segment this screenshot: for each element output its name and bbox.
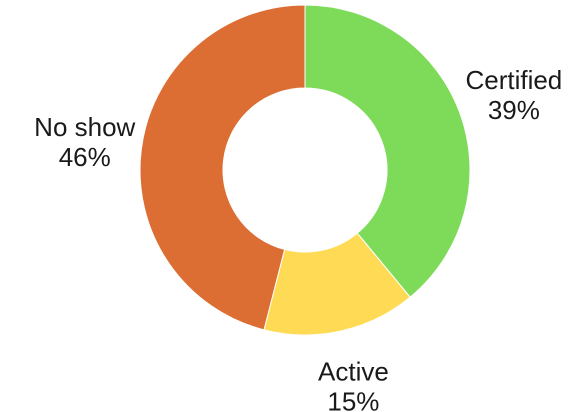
slice-percent-no-show: 46%	[59, 142, 111, 172]
donut-slices	[139, 4, 471, 336]
slice-label-certified: Certified 39%	[465, 65, 562, 125]
slice-percent-certified: 39%	[488, 95, 540, 125]
slice-no-show	[139, 4, 306, 331]
slice-percent-active: 15%	[327, 387, 379, 412]
slice-name-active: Active	[318, 357, 389, 387]
slice-label-no-show: No show 46%	[34, 112, 135, 172]
slice-certified	[304, 4, 471, 298]
slice-name-no-show: No show	[34, 112, 135, 142]
slice-label-active: Active 15%	[318, 357, 389, 412]
donut-labels: Certified 39% Active 15% No show 46%	[34, 65, 562, 412]
slice-name-certified: Certified	[465, 65, 562, 95]
